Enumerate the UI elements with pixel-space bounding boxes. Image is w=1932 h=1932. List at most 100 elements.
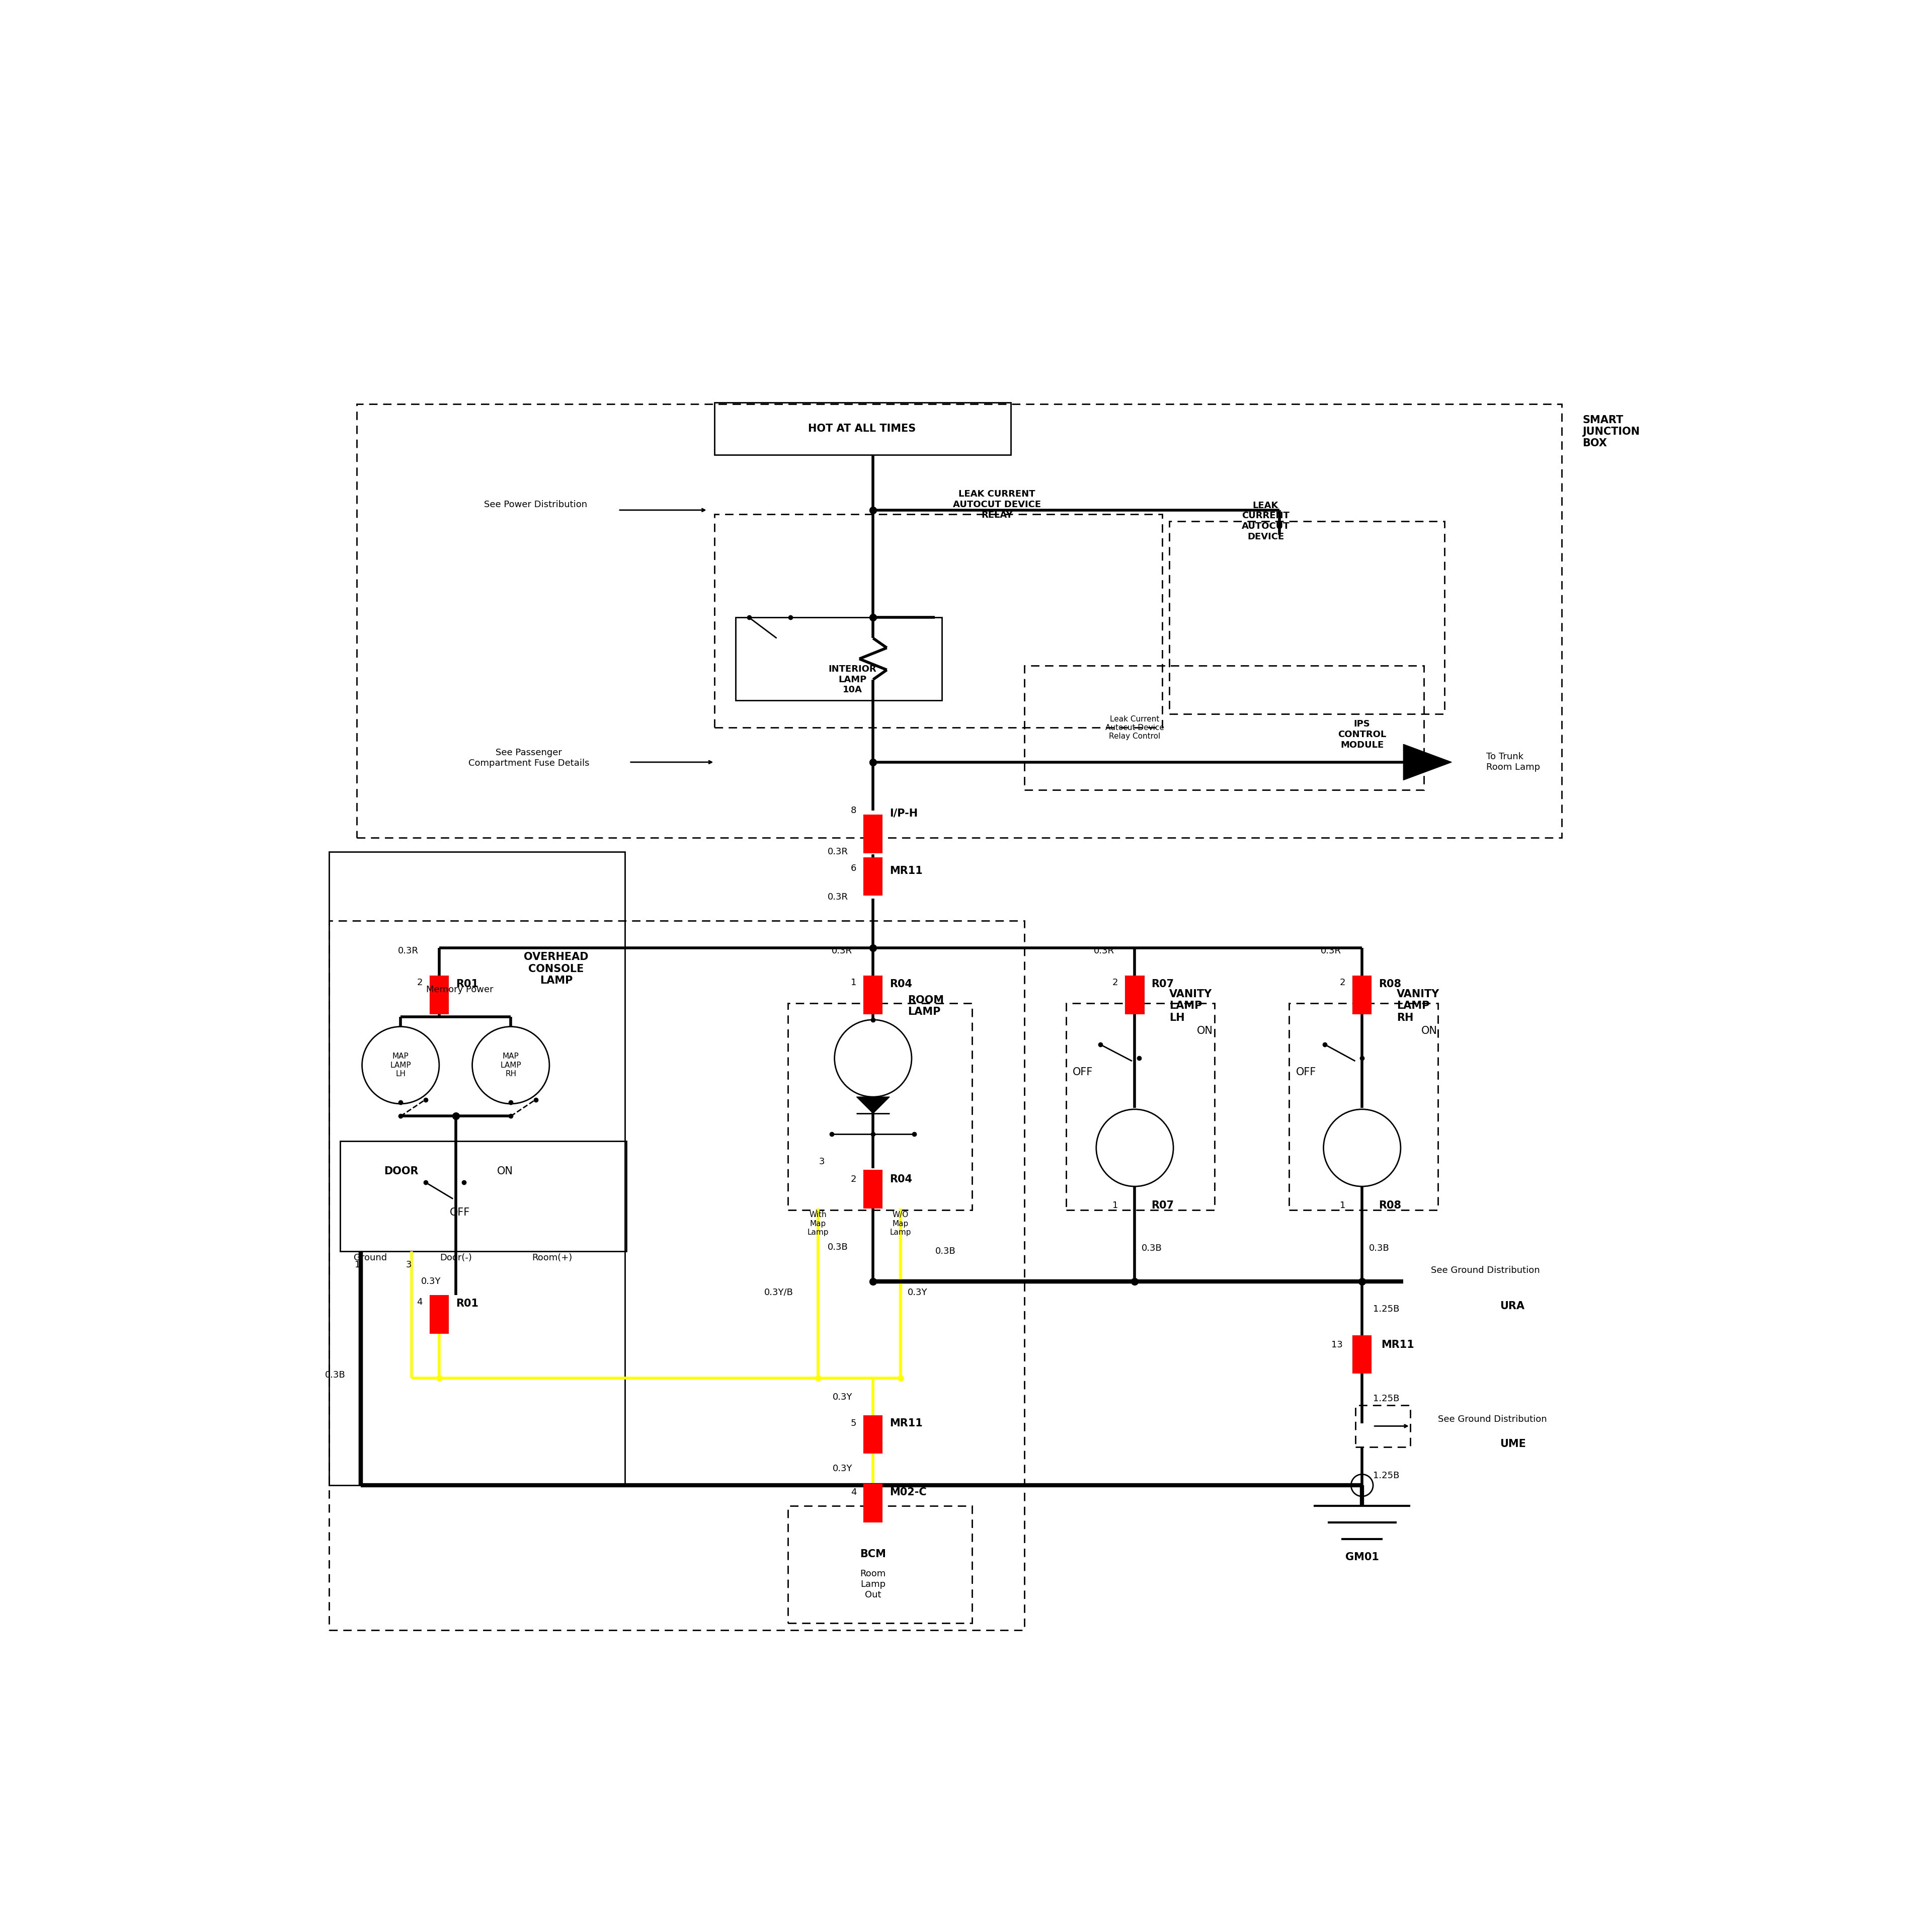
Text: Ground: Ground	[354, 1254, 386, 1264]
Bar	[864, 1171, 883, 1208]
Text: 2: 2	[850, 1175, 856, 1184]
Text: 2: 2	[417, 978, 423, 987]
Bar	[1169, 522, 1445, 715]
Text: R08: R08	[1379, 1200, 1401, 1211]
Text: Memory Power: Memory Power	[427, 985, 493, 993]
Text: INTERIOR
LAMP
10A: INTERIOR LAMP 10A	[829, 665, 877, 694]
Text: 5: 5	[850, 1418, 856, 1428]
Bar	[864, 976, 883, 1014]
Bar	[715, 514, 1163, 728]
Text: 6: 6	[850, 864, 856, 873]
Bar	[1354, 1405, 1410, 1447]
Polygon shape	[856, 1097, 889, 1113]
Text: UME: UME	[1499, 1439, 1526, 1449]
Text: ON: ON	[1422, 1026, 1437, 1036]
Text: MAP
LAMP
LH: MAP LAMP LH	[390, 1053, 412, 1078]
Text: W/O
Map
Lamp: W/O Map Lamp	[891, 1211, 912, 1236]
Text: R07: R07	[1151, 980, 1175, 989]
Bar	[736, 618, 943, 699]
Text: 0.3Y: 0.3Y	[833, 1393, 852, 1403]
Text: 0.3B: 0.3B	[935, 1246, 956, 1256]
Text: GM01: GM01	[1345, 1551, 1379, 1561]
Bar	[429, 1294, 448, 1333]
Bar	[328, 852, 626, 1486]
Text: 8: 8	[850, 806, 856, 815]
Text: R01: R01	[456, 1298, 479, 1308]
Bar	[1289, 1003, 1437, 1209]
Bar	[788, 1505, 972, 1623]
Text: M02-C: M02-C	[889, 1488, 927, 1497]
Text: 1: 1	[1339, 1202, 1345, 1209]
Text: See Ground Distribution: See Ground Distribution	[1432, 1265, 1540, 1275]
Bar	[1352, 1335, 1372, 1374]
Text: VANITY
LAMP
RH: VANITY LAMP RH	[1397, 989, 1439, 1022]
Text: R04: R04	[889, 1175, 912, 1184]
Text: 4: 4	[850, 1488, 856, 1497]
Text: 0.3R: 0.3R	[398, 947, 419, 956]
Text: 1.25B: 1.25B	[1374, 1304, 1399, 1314]
Text: OVERHEAD
CONSOLE
LAMP: OVERHEAD CONSOLE LAMP	[524, 952, 589, 985]
Text: URA: URA	[1499, 1302, 1524, 1312]
Text: R04: R04	[889, 980, 912, 989]
Text: OFF: OFF	[450, 1208, 469, 1217]
Text: Door(-): Door(-)	[440, 1254, 471, 1264]
Text: See Power Distribution: See Power Distribution	[485, 500, 587, 510]
Bar	[864, 1484, 883, 1522]
Bar	[1124, 976, 1144, 1014]
Text: 0.3Y: 0.3Y	[833, 1464, 852, 1474]
Bar	[1024, 667, 1424, 790]
Text: I/P-H: I/P-H	[889, 808, 918, 817]
Bar	[864, 858, 883, 896]
Bar	[864, 1414, 883, 1453]
Bar	[429, 976, 448, 1014]
Text: 2: 2	[1113, 978, 1119, 987]
Text: 1.25B: 1.25B	[1374, 1470, 1399, 1480]
Text: With
Map
Lamp: With Map Lamp	[808, 1211, 829, 1236]
Text: 0.3Y: 0.3Y	[908, 1289, 927, 1296]
Text: 0.3R: 0.3R	[833, 947, 852, 956]
Text: Leak Current
Autocut Device
Relay Control: Leak Current Autocut Device Relay Contro…	[1105, 715, 1165, 740]
Bar	[1066, 1003, 1215, 1209]
Text: LEAK
CURRENT
AUTOCUT
DEVICE: LEAK CURRENT AUTOCUT DEVICE	[1242, 500, 1291, 541]
Text: 4: 4	[417, 1298, 423, 1306]
Text: See Ground Distribution: See Ground Distribution	[1437, 1414, 1548, 1424]
Text: 13: 13	[1331, 1341, 1343, 1349]
Text: VANITY
LAMP
LH: VANITY LAMP LH	[1169, 989, 1211, 1022]
Text: MR11: MR11	[889, 866, 923, 875]
Bar	[340, 1142, 626, 1252]
Text: To Trunk
Room Lamp: To Trunk Room Lamp	[1486, 752, 1540, 773]
Bar	[715, 402, 1010, 456]
Bar	[788, 1003, 972, 1209]
Text: Room(+): Room(+)	[531, 1254, 572, 1264]
Text: 1.25B: 1.25B	[1374, 1395, 1399, 1403]
Text: 0.3R: 0.3R	[827, 846, 848, 856]
Text: ROOM
LAMP: ROOM LAMP	[908, 995, 943, 1016]
Text: See Passenger
Compartment Fuse Details: See Passenger Compartment Fuse Details	[468, 748, 589, 767]
Text: 0.3B: 0.3B	[325, 1370, 346, 1379]
Text: 0.3Y/B: 0.3Y/B	[763, 1289, 794, 1296]
Text: 0.3R: 0.3R	[1321, 947, 1341, 956]
Text: 0.3B: 0.3B	[1370, 1244, 1389, 1254]
Text: LEAK CURRENT
AUTOCUT DEVICE
RELAY: LEAK CURRENT AUTOCUT DEVICE RELAY	[952, 489, 1041, 520]
Text: 3: 3	[819, 1157, 825, 1167]
Text: 1: 1	[355, 1260, 361, 1269]
Text: SMART
JUNCTION
BOX: SMART JUNCTION BOX	[1582, 415, 1640, 448]
Text: 0.3Y: 0.3Y	[421, 1277, 440, 1287]
Text: 0.3R: 0.3R	[1094, 947, 1115, 956]
Text: 3: 3	[406, 1260, 412, 1269]
Bar	[328, 920, 1024, 1631]
Text: MAP
LAMP
RH: MAP LAMP RH	[500, 1053, 522, 1078]
Text: BCM: BCM	[860, 1549, 887, 1559]
Text: MR11: MR11	[889, 1418, 923, 1428]
Text: OFF: OFF	[1072, 1066, 1094, 1078]
Text: 1: 1	[850, 978, 856, 987]
Bar	[1352, 976, 1372, 1014]
Bar	[864, 815, 883, 854]
Text: 0.3B: 0.3B	[1142, 1244, 1163, 1254]
Text: DOOR: DOOR	[384, 1167, 419, 1177]
Text: MR11: MR11	[1381, 1339, 1414, 1350]
Text: 0.3B: 0.3B	[827, 1242, 848, 1252]
Polygon shape	[1403, 744, 1451, 781]
Text: HOT AT ALL TIMES: HOT AT ALL TIMES	[808, 423, 916, 435]
Text: OFF: OFF	[1296, 1066, 1316, 1078]
